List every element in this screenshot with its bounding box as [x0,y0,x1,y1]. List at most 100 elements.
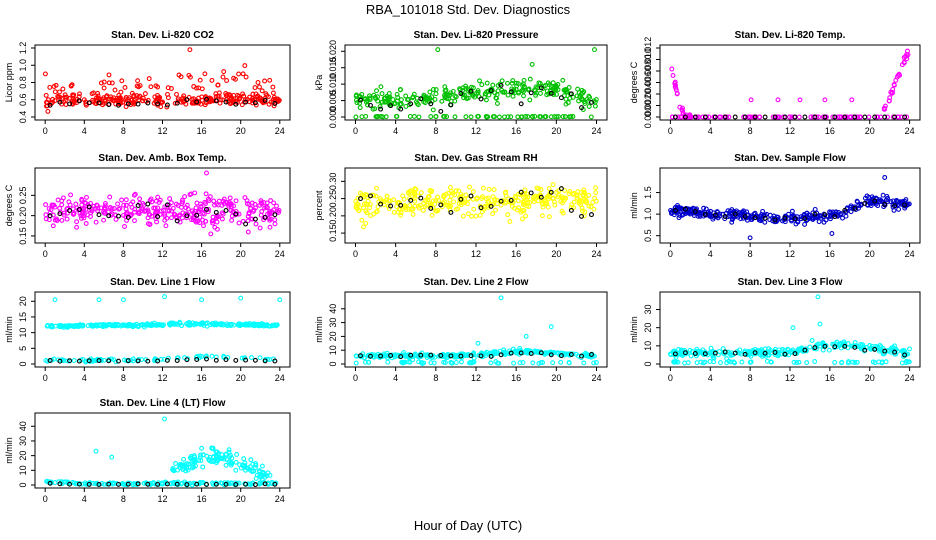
data-point [245,229,251,235]
data-point [117,95,123,101]
data-point [558,199,564,204]
data-point [499,78,505,84]
data-point [270,90,276,96]
hourly-mean-point [252,100,258,106]
data-point [430,198,436,204]
data-point [720,346,726,352]
hourly-mean-point [672,351,678,357]
data-point [814,114,820,120]
data-point [64,216,70,222]
y-tick-label: 10 [18,465,28,475]
data-point [200,464,206,470]
data-point [582,209,588,215]
data-point [582,101,588,106]
data-point [684,206,690,212]
data-point [180,95,186,101]
data-point [846,359,852,365]
data-point [160,99,166,105]
hourly-mean-point [722,349,728,355]
data-point [525,194,530,200]
data-point [129,97,134,103]
data-point [843,213,849,219]
hourly-mean-point [398,202,404,208]
data-point [848,203,854,209]
x-tick-label: 16 [825,373,835,383]
hourly-mean-point [174,481,180,487]
data-point [59,202,65,208]
hourly-mean-point [518,350,524,356]
data-point [228,204,234,210]
data-point [59,217,65,223]
panel-1: Stan. Dev. Li-820 CO2 Licor ppm 0 4 8 12 16 20 2… [4,30,291,136]
data-point [581,189,587,195]
data-point [155,84,161,90]
outlier-point [498,295,504,301]
data-point [265,211,270,217]
x-tick-label: 4 [708,249,713,259]
data-point [253,476,259,481]
data-point [211,198,217,204]
hourly-mean-point [213,209,219,215]
data-point [223,462,229,468]
hourly-mean-point [106,102,112,108]
hourly-mean-point [262,358,268,364]
data-point [453,360,459,365]
hourly-mean-point [579,105,584,111]
data-point [235,322,241,328]
data-point [465,196,471,202]
data-point [669,114,675,120]
data-point [510,78,516,84]
outlier-point [213,453,219,459]
data-point [830,114,836,120]
hourly-mean-point [702,114,708,120]
data-point [427,89,433,95]
hourly-mean-point [498,82,504,88]
data-point [494,95,499,101]
data-point [475,88,481,94]
panel-7: Stan. Dev. Line 1 Flow ml/min 0 4 8 12 16 20 24 0… [4,277,291,383]
data-point [718,360,723,366]
data-point [142,91,148,97]
data-point [227,195,233,201]
data-point [179,96,185,102]
hourly-mean-point [579,353,584,359]
data-point [228,462,234,468]
data-point [71,358,77,363]
data-point [432,96,438,102]
hourly-mean-point [262,481,268,487]
y-tick-label: 0 [18,361,28,366]
data-point [132,191,138,197]
hourly-mean-point [96,100,102,106]
hourly-mean-point [902,352,908,358]
hourly-mean-point [478,96,484,102]
hourly-mean-point [589,352,594,357]
hourly-mean-point [438,202,444,208]
data-point [725,208,731,214]
data-point [202,71,208,77]
data-point [827,209,833,215]
hourly-mean-point [498,198,504,204]
data-point [57,89,62,95]
data-point [385,353,391,358]
data-point [70,92,76,98]
hourly-mean-point [57,211,63,217]
data-point [457,86,463,92]
data-point [747,359,753,365]
data-point [789,114,795,120]
data-point [674,91,680,97]
data-point [258,212,264,218]
data-point [371,92,377,98]
hourly-mean-point [742,214,748,220]
data-point [722,216,728,222]
data-point [421,92,427,98]
x-tick-label: 20 [236,494,246,504]
data-point [49,322,55,328]
data-point [463,114,469,120]
y-axis-label: ml/min [629,192,639,219]
data-point [486,186,492,192]
data-point [177,464,182,470]
y-tick-label: 0.6 [18,93,28,106]
data-point [188,453,194,459]
data-point [233,76,238,82]
data-point [213,322,219,328]
